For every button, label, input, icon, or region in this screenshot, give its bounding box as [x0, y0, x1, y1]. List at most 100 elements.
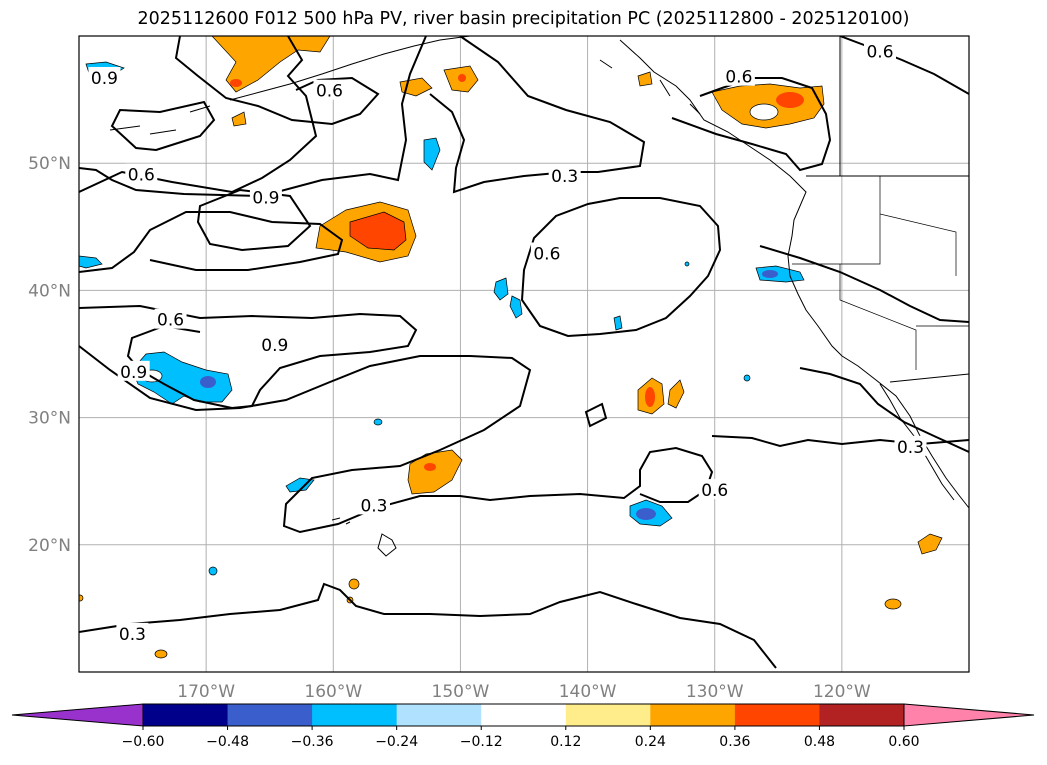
colorbar-tick-label: −0.12 [460, 734, 503, 750]
longitude-label: 130°W [686, 682, 744, 702]
precip-positive-area [348, 578, 360, 590]
contour-label-bg [88, 66, 121, 87]
colorbar-tick-label: −0.36 [291, 734, 334, 750]
longitude-label: 120°W [813, 682, 871, 702]
colorbar-segment [819, 704, 905, 726]
north-america-coastline [619, 39, 969, 509]
precip-negative-area [208, 566, 218, 576]
alaska-islands [109, 59, 701, 135]
precip-negative-area [762, 270, 778, 278]
colorbar-segment [143, 704, 229, 726]
precip-negative-area [684, 261, 690, 267]
precip-positive-area [917, 533, 943, 555]
colorbar-segment [734, 704, 820, 726]
longitude-label: 160°W [304, 682, 362, 702]
pv-contour-label: 0.9 [120, 363, 147, 383]
pv-contour [79, 304, 418, 410]
latitude-label: 30°N [28, 409, 71, 429]
pv-contour-label: 0.6 [128, 166, 155, 186]
longitude-label: 150°W [432, 682, 490, 702]
pv-contour-label: 0.3 [551, 167, 578, 187]
contour-label-bg [258, 334, 291, 355]
precip-negative-area [79, 255, 103, 269]
contour-label-bg [313, 79, 346, 100]
longitude-labels: 170°W 160°W 150°W 140°W 130°W 120°W [177, 682, 871, 702]
pv-contour-label: 0.3 [119, 625, 146, 645]
colorbar-extend-high [903, 703, 1035, 727]
pv-contour [79, 211, 344, 273]
pv-contour [79, 345, 714, 534]
precip-negative-area [755, 265, 805, 283]
hawaii-islands [331, 517, 397, 557]
contour-label-bg [117, 360, 150, 381]
latitude-labels: 50°N 40°N 30°N 20°N [28, 154, 71, 556]
colorbar-tick-label: 0.24 [635, 734, 666, 750]
pv-contour [839, 36, 969, 95]
precip-positive-area [884, 598, 902, 610]
precip-negative-area [613, 315, 623, 331]
contour-label-bg [864, 40, 896, 61]
precip-positive-area [79, 594, 84, 602]
colorbar [11, 703, 1035, 727]
pv-contour-label: 0.6 [701, 481, 728, 501]
precip-positive-area [645, 387, 655, 407]
pv-contour [174, 36, 380, 126]
contour-label-bg [249, 186, 282, 207]
precip-negative-area [373, 418, 383, 426]
colorbar-segment [396, 704, 482, 726]
precip-negative-area [285, 477, 315, 493]
precip-negative-area [636, 508, 656, 520]
contour-label-bg [125, 163, 158, 184]
precip-positive-area [230, 79, 242, 87]
precip-positive-area [349, 211, 407, 251]
colorbar-segment [565, 704, 651, 726]
map-frame [78, 35, 970, 673]
pv-contour-label: 0.6 [866, 42, 893, 62]
us-mexico-border [889, 373, 969, 383]
latitude-label: 50°N [28, 154, 71, 174]
pv-contour [759, 245, 969, 323]
pv-contour-label: 0.9 [252, 189, 279, 209]
precip-positive-area [667, 379, 685, 409]
pv-contour [429, 36, 646, 194]
pv-contour-label: 0.6 [157, 311, 184, 331]
colorbar-segment [650, 704, 736, 726]
coastlines [109, 36, 969, 557]
colorbar-extend-low [11, 703, 144, 727]
colorbar-tick-label: 0.12 [550, 734, 581, 750]
pv-contour-label: 0.6 [725, 68, 752, 88]
precip-positive-area [776, 92, 804, 108]
pv-contour-label: 0.3 [360, 496, 387, 516]
colorbar-tick-label: 0.36 [719, 734, 750, 750]
pv-contour [79, 582, 777, 669]
colorbar-tick-label: −0.24 [375, 734, 418, 750]
colorbar-segment [481, 704, 567, 726]
pv-contour-labels: 0.9 0.6 0.6 0.9 0.3 0.6 0.6 0.9 0.9 0.3 0.6 0.3 0.6 0… [88, 40, 927, 645]
precip-positive-area [749, 103, 779, 121]
contour-label-bg [722, 65, 755, 86]
contour-label-bg [698, 479, 731, 500]
precip-positive-area [231, 111, 247, 127]
colorbar-outline [142, 703, 905, 727]
pv-contour [110, 100, 216, 152]
colorbar-segment [227, 704, 313, 726]
colorbar-tick-label: 0.48 [804, 734, 835, 750]
pv-contour-label: 0.9 [91, 69, 118, 89]
precip-negative-area [743, 374, 751, 382]
pv-contour-label: 0.3 [897, 438, 924, 458]
pv-contour [711, 435, 969, 448]
longitude-label: 140°W [559, 682, 617, 702]
pv-contour-label: 0.6 [316, 82, 343, 102]
colorbar-tick-label: −0.60 [122, 734, 165, 750]
precip-negative-area [423, 137, 441, 171]
contour-label-bg [894, 435, 927, 456]
alaska-coastline [229, 36, 471, 101]
pv-contour [584, 402, 608, 428]
us-state-lines [792, 176, 969, 370]
pv-contour [799, 367, 969, 453]
contour-label-bg [548, 164, 581, 185]
precip-negative-area [131, 351, 233, 405]
map-plot-area: 0.9 0.6 0.6 0.9 0.3 0.6 0.6 0.9 0.9 0.3 0.6 0.3 0.6 0… [79, 36, 969, 672]
longitude-label: 170°W [177, 682, 235, 702]
